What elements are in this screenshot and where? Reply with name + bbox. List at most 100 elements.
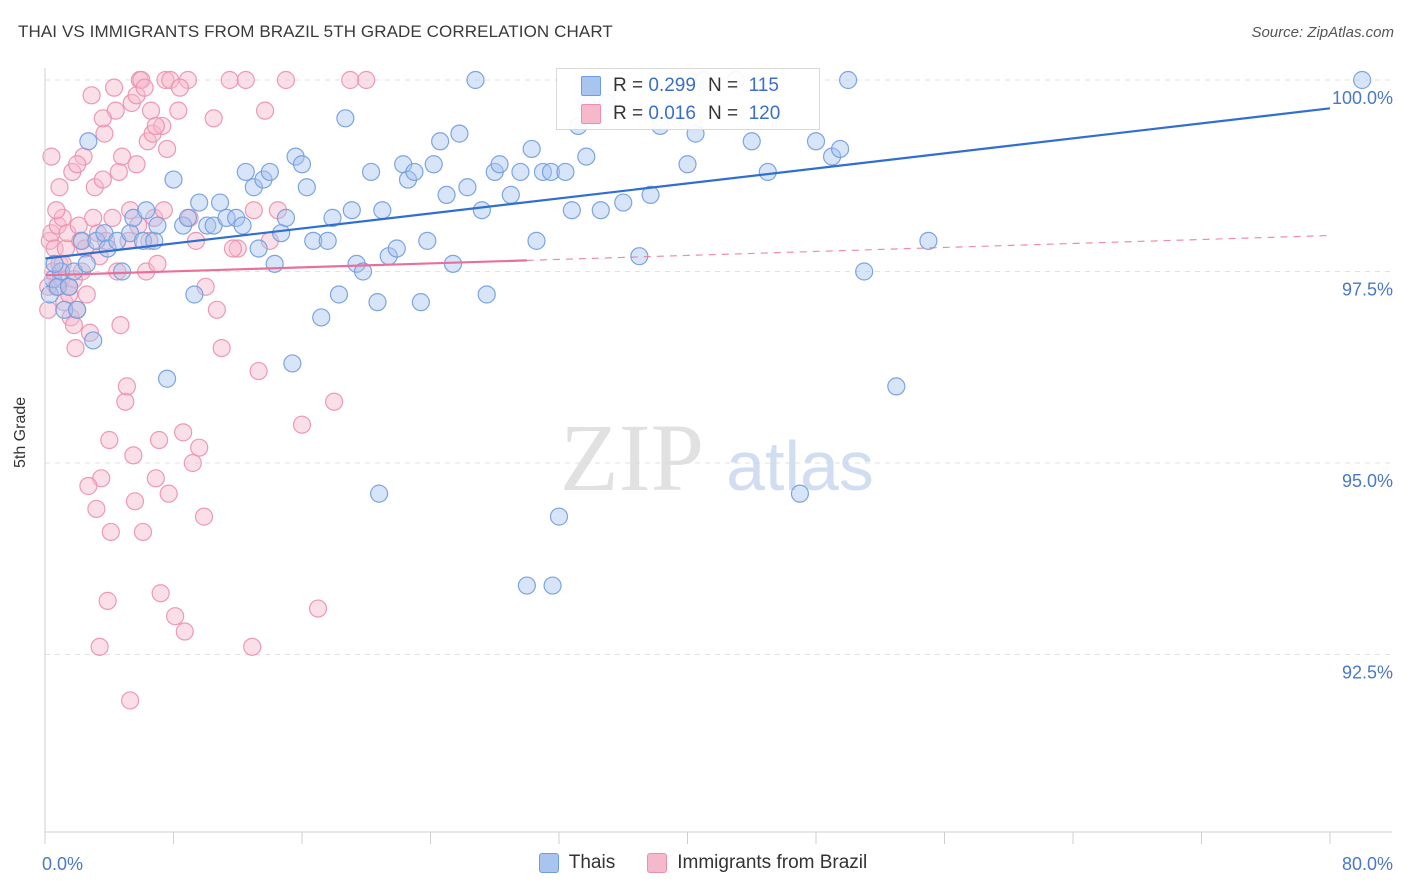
brazil-point [112,147,132,166]
y-tick-label: 100.0% [1332,88,1393,108]
stats-r-label: R = [613,103,644,124]
stats-r-label: R = [613,75,644,96]
brazil-point [141,101,161,120]
thais-point [137,201,156,220]
brazil-point [194,507,214,526]
thais-point [361,162,381,182]
thais-point [236,162,255,182]
brazil-point [292,415,312,434]
legend-item-thais[interactable]: Thais [538,852,616,874]
thais-point [458,178,477,197]
brazil-point [204,109,223,128]
brazil-point [104,78,124,97]
thais-point [405,162,424,182]
thais-point [178,208,198,227]
points-layer [39,70,1372,710]
thais-trend-line [44,107,1331,260]
thais-point [887,377,906,396]
brazil-point [133,522,153,542]
trend-layer [44,107,1331,277]
brazil-point [84,208,103,227]
legend-item-brazil[interactable]: Immigrants from Brazil [647,852,867,874]
thais-point [98,239,117,258]
thais-point [292,155,312,174]
thais-point [297,178,316,197]
thais-point [678,155,697,174]
thais-point [466,70,485,90]
brazil-point [124,446,143,465]
brazil-trend-line [44,259,527,277]
brazil-point [357,70,376,90]
brazil-point [116,392,135,411]
thais-point [490,155,509,174]
thais-point [1353,70,1372,90]
stats-swatch-thais [581,76,601,96]
thais-point [329,285,349,304]
thais-point [411,293,430,312]
thais-point [272,224,291,243]
brazil-point [190,438,209,457]
x-tick-label: 80.0% [1342,854,1393,874]
stats-r-value: 0.299 [648,75,696,96]
brazil-point [98,591,117,610]
thais-point [84,331,103,350]
stats-row-thais: R = 0.299 N = 115 [581,75,779,97]
brazil-point [149,430,169,450]
thais-point [323,208,342,227]
thais-point [790,484,810,503]
chart-source: Source: ZipAtlas.com [1251,24,1394,41]
stats-legend: R = 0.299 N = 115 R = 0.016 N = 120 [556,68,820,130]
stats-n-value: 120 [748,103,781,124]
brazil-point [228,239,247,258]
thais-point [517,576,536,595]
thais-point [387,239,406,258]
thais-point [511,162,530,182]
thais-point [418,231,437,250]
brazil-point [100,430,119,450]
thais-point [450,124,469,143]
thais-point [577,147,596,166]
brazil-point [39,300,58,319]
legend-swatch-brazil [647,853,668,873]
thais-point [79,132,98,151]
legend-swatch-thais [538,853,559,873]
brazil-point [146,469,165,488]
stats-n-value: 115 [748,75,779,96]
thais-point [437,185,456,204]
brazil-point [341,70,360,90]
y-tick-label: 92.5% [1342,663,1393,683]
brazil-point [255,101,275,120]
legend-label-thais: Thais [568,852,616,873]
thais-point [830,139,850,159]
thais-point [157,369,177,388]
thais-point [342,201,361,220]
brazil-point [101,522,120,542]
stats-row-brazil: R = 0.016 N = 120 [581,103,780,125]
brazil-point [151,584,170,603]
brazil-point [223,239,243,258]
stats-n-label: N = [707,75,739,96]
brazil-point [109,162,128,182]
thais-point [614,193,633,212]
brazil-point [87,499,106,519]
thais-point [641,185,660,204]
thais-point [210,193,230,212]
thais-point [591,201,610,220]
stats-swatch-brazil [581,104,601,124]
thais-point [198,216,217,235]
thais-point [370,484,389,503]
thais-point [112,262,132,281]
thais-point [318,231,337,250]
brazil-point [42,147,61,166]
brazil-point [308,599,328,618]
brazil-point [170,78,190,97]
brazil-point [66,339,85,358]
brazil-point [276,70,296,90]
thais-point [806,132,826,151]
thais-point [556,162,575,182]
brazil-point [121,691,140,710]
thais-point [522,139,541,159]
thais-point [501,185,520,204]
thais-point [312,308,331,327]
thais-point [839,70,858,90]
